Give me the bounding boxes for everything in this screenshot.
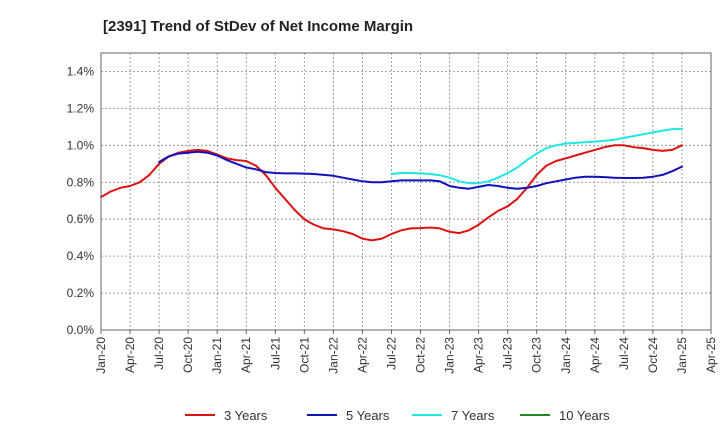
y-axis: 0.0% 0.2% 0.4% 0.6% 0.8% 1.0% 1.2% 1.4% (67, 64, 95, 337)
x-tick-label: Jul-23 (501, 337, 515, 370)
x-tick-label: Apr-25 (704, 337, 718, 373)
x-tick-label: Apr-20 (123, 337, 137, 373)
x-axis: Jan-20 Apr-20 Jul-20 Oct-20 Jan-21 Apr-21 Jul-… (94, 330, 718, 374)
y-tick-label: 1.2% (67, 101, 95, 115)
y-tick-label: 0.8% (67, 175, 95, 189)
y-tick-label: 0.6% (67, 212, 95, 226)
x-tick-label: Jul-22 (384, 337, 398, 370)
x-tick-label: Oct-23 (530, 337, 544, 373)
plot-frame (100, 52, 712, 331)
x-tick-label: Apr-21 (239, 337, 253, 373)
x-tick-label: Jan-22 (326, 337, 340, 374)
x-tick-label: Jan-25 (675, 337, 689, 374)
x-tick-label: Jan-20 (94, 337, 108, 374)
x-tick-label: Jan-21 (210, 337, 224, 374)
x-tick-label: Oct-22 (414, 337, 428, 373)
x-tick-label: Oct-20 (181, 337, 195, 373)
legend-label: 10 Years (559, 408, 610, 423)
x-tick-label: Jan-24 (559, 337, 573, 374)
legend: 3 Years 5 Years 7 Years 10 Years (185, 408, 610, 423)
legend-item: 10 Years (520, 408, 610, 423)
y-tick-label: 0.2% (67, 286, 95, 300)
x-tick-label: Oct-24 (646, 337, 660, 373)
legend-label: 5 Years (346, 408, 390, 423)
x-tick-label: Jul-21 (268, 337, 282, 370)
grid (101, 53, 711, 330)
y-tick-label: 0.4% (67, 249, 95, 263)
series-line-7-years (390, 127, 683, 185)
x-tick-label: Oct-21 (297, 337, 311, 373)
legend-label: 3 Years (224, 408, 268, 423)
legend-item: 5 Years (307, 408, 390, 423)
series-lines (100, 127, 683, 242)
y-tick-label: 1.0% (67, 138, 95, 152)
x-tick-label: Jul-20 (152, 337, 166, 370)
x-tick-label: Jan-23 (443, 337, 457, 374)
legend-item: 3 Years (185, 408, 268, 423)
legend-item: 7 Years (412, 408, 495, 423)
x-tick-label: Jul-24 (617, 337, 631, 370)
series-line-3-years (100, 144, 683, 242)
x-tick-label: Apr-22 (355, 337, 369, 373)
x-tick-label: Apr-23 (472, 337, 486, 373)
y-tick-label: 1.4% (67, 64, 95, 78)
chart-title: [2391] Trend of StDev of Net Income Marg… (103, 18, 413, 35)
series-line-5-years (158, 150, 683, 190)
x-tick-label: Apr-24 (588, 337, 602, 373)
y-tick-label: 0.0% (67, 323, 95, 337)
legend-label: 7 Years (451, 408, 495, 423)
